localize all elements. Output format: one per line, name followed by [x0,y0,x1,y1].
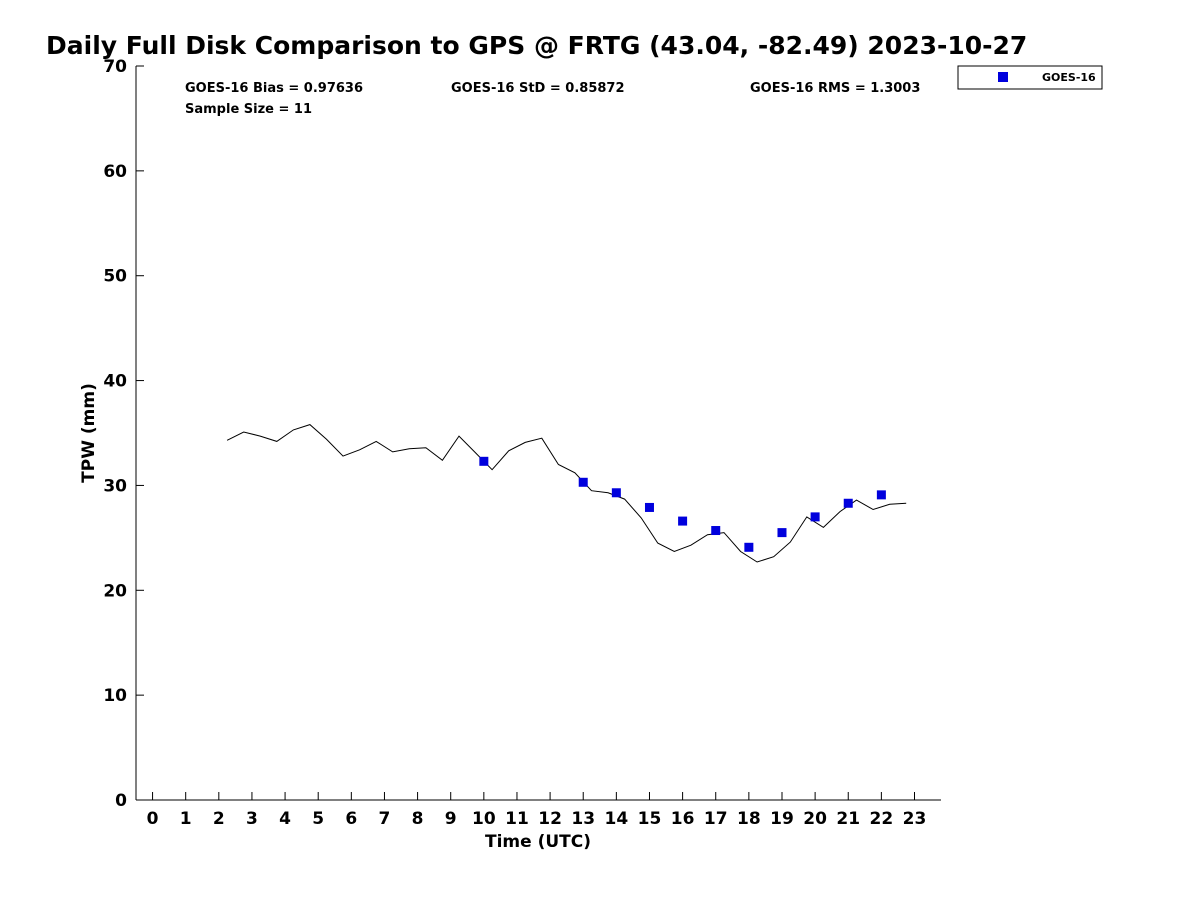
y-tick-label: 30 [103,476,127,496]
legend: GOES-16 [957,65,1103,90]
x-tick-label: 23 [903,809,927,829]
goes16-point [810,512,820,522]
y-axis-label: TPW (mm) [79,383,99,483]
x-tick-label: 19 [770,809,794,829]
x-tick-label: 15 [638,809,662,829]
goes16-point [678,516,688,526]
x-tick-label: 7 [379,809,391,829]
goes16-point [644,502,654,512]
stat-std: GOES-16 StD = 0.85872 [451,81,625,96]
goes16-point [479,456,489,466]
x-tick-label: 22 [870,809,894,829]
x-ticks: 0 1 2 3 4 5 6 7 8 9 10 11 12 13 14 15 16 17 18 19 20 21 22 23 [147,792,927,829]
x-tick-label: 17 [704,809,728,829]
goes16-series-points [479,456,886,552]
legend-box [957,65,1103,90]
y-tick-label: 70 [103,57,127,77]
x-tick-label: 13 [571,809,595,829]
goes16-point [711,526,721,536]
goes16-point [876,490,886,500]
stat-rms: GOES-16 RMS = 1.3003 [750,81,920,96]
x-tick-label: 20 [803,809,827,829]
stat-sample-size: Sample Size = 11 [185,102,312,117]
x-tick-label: 1 [180,809,192,829]
x-tick-label: 11 [505,809,529,829]
y-tick-label: 20 [103,581,127,601]
x-tick-label: 12 [538,809,562,829]
x-tick-label: 21 [836,809,860,829]
chart-title: Daily Full Disk Comparison to GPS @ FRTG… [46,31,1027,60]
x-tick-label: 9 [445,809,457,829]
x-axis-label: Time (UTC) [485,832,591,852]
y-tick-label: 0 [115,791,127,811]
x-tick-label: 14 [605,809,629,829]
x-tick-label: 8 [412,809,424,829]
y-tick-label: 10 [103,686,127,706]
y-tick-label: 40 [103,372,127,392]
goes16-point [777,528,787,538]
x-tick-label: 0 [147,809,159,829]
x-tick-label: 3 [246,809,258,829]
x-tick-label: 2 [213,809,225,829]
legend-goes16-label: GOES-16 [1042,71,1096,84]
x-tick-label: 16 [671,809,695,829]
y-tick-label: 50 [103,267,127,287]
y-ticks: 0 10 20 30 40 50 60 70 [103,57,144,811]
goes16-point [843,498,853,508]
x-tick-label: 4 [279,809,291,829]
y-tick-label: 60 [103,162,127,182]
x-tick-label: 10 [472,809,496,829]
stat-bias: GOES-16 Bias = 0.97636 [185,81,363,96]
goes16-point [744,542,754,552]
x-tick-label: 5 [312,809,324,829]
x-tick-label: 6 [345,809,357,829]
legend-goes16-marker [998,72,1008,82]
goes16-point [578,477,588,487]
gps-series-line [226,424,907,563]
goes16-point [611,488,621,498]
x-tick-label: 18 [737,809,761,829]
